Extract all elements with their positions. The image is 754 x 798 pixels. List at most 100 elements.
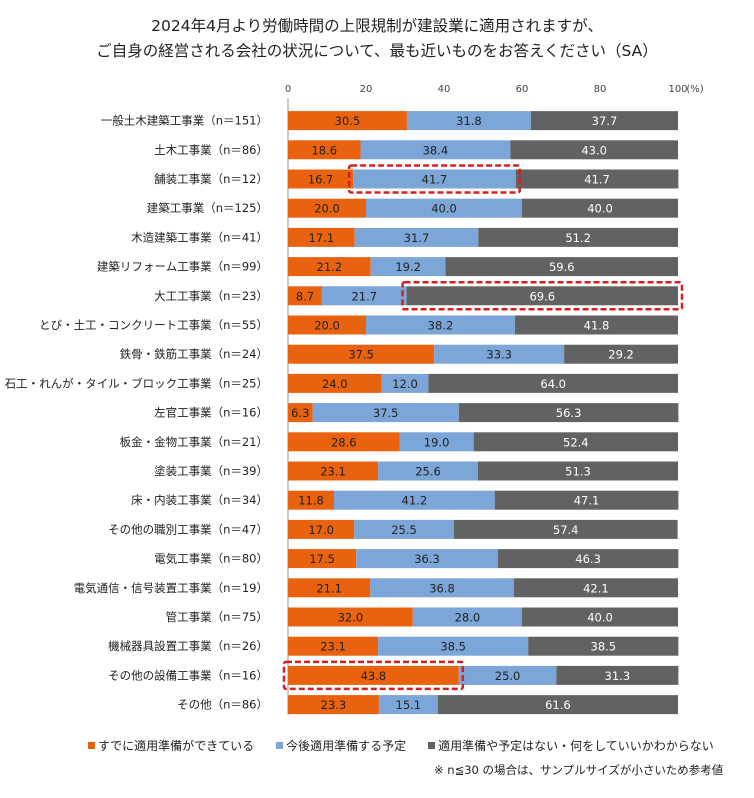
- data-label: 32.0: [338, 611, 364, 625]
- category-label: 鉄骨・鉄筋工事業（n＝24）: [120, 347, 268, 361]
- bar-segment: [288, 373, 382, 393]
- bar-segment: [354, 519, 454, 539]
- bar-segment: [478, 227, 678, 247]
- bar-segment: [288, 461, 379, 481]
- legend-swatch-ready: [88, 742, 95, 749]
- data-label: 19.2: [395, 260, 421, 274]
- data-label: 16.7: [308, 173, 334, 187]
- bar-segment: [334, 490, 495, 510]
- category-label: 舗装工事業（n＝12）: [154, 172, 268, 186]
- bar-segment: [378, 636, 529, 656]
- bar-segment: [288, 169, 354, 189]
- highlight-box: [282, 660, 465, 691]
- bar-segment: [288, 432, 400, 452]
- bar-segment: [513, 578, 678, 598]
- data-label: 46.3: [575, 552, 601, 566]
- bar-segment: [437, 695, 678, 715]
- bar-segment: [366, 198, 522, 218]
- category-label: とび・土工・コンクリート工事業（n＝55）: [39, 318, 268, 332]
- bar-segment: [428, 373, 678, 393]
- data-label: 28.0: [455, 611, 481, 625]
- bar-segment: [288, 695, 379, 715]
- category-label: 大工工事業（n＝23）: [154, 289, 268, 303]
- data-label: 42.1: [583, 581, 609, 595]
- legend-item-none: 適用準備や予定はない・何をしていいかわからない: [428, 737, 714, 754]
- data-label: 40.0: [587, 202, 613, 216]
- bar-segment: [399, 432, 474, 452]
- x-tick-label: 60: [516, 84, 529, 95]
- bar-segment: [473, 432, 678, 452]
- bar-segment: [321, 286, 407, 306]
- bar-segment: [434, 344, 565, 364]
- data-label: 41.2: [402, 494, 428, 508]
- category-label: 管工事業（n＝75）: [166, 610, 268, 624]
- data-label: 40.0: [587, 611, 613, 625]
- data-label: 21.2: [317, 260, 343, 274]
- data-label: 59.6: [549, 260, 575, 274]
- bar-segment: [288, 286, 322, 306]
- bar-segment: [530, 111, 678, 131]
- category-label: その他（n＝86）: [177, 698, 268, 712]
- data-label: 37.7: [592, 114, 618, 128]
- data-label: 38.2: [428, 319, 454, 333]
- data-label: 41.7: [584, 173, 610, 187]
- bar-segment: [288, 607, 413, 627]
- data-label: 31.8: [456, 114, 482, 128]
- bar-segment: [356, 549, 498, 569]
- category-label: 塗装工事業（n＝39）: [154, 464, 268, 478]
- bar-segment: [528, 636, 679, 656]
- bar-segment: [288, 344, 435, 364]
- category-label: 左官工事業（n＝16）: [154, 406, 268, 420]
- legend-item-planned: 今後適用準備する予定: [276, 737, 406, 754]
- bar-segment: [288, 403, 313, 423]
- chart-title-line-1: 2024年4月より労働時間の上限規制が建設業に適用されますが、: [151, 17, 603, 35]
- data-label: 23.1: [320, 465, 346, 479]
- legend: すでに適用準備ができている 今後適用準備する予定 適用準備や予定はない・何をして…: [88, 737, 714, 754]
- data-label: 37.5: [373, 406, 399, 420]
- category-label: 一般土木建築工事業（n＝151）: [101, 114, 268, 128]
- data-label: 6.3: [291, 406, 309, 420]
- bar-segment: [288, 257, 371, 277]
- chart-title: 2024年4月より労働時間の上限規制が建設業に適用されますが、 ご自身の経営され…: [0, 14, 754, 64]
- x-tick-label: 80: [594, 84, 607, 95]
- x-tick-label: 20: [360, 84, 373, 95]
- bar-segment: [522, 198, 678, 218]
- x-tick-label: 0: [285, 84, 291, 95]
- bar-segment: [312, 403, 459, 423]
- bar-segment: [556, 665, 679, 685]
- bar-segment: [288, 665, 459, 685]
- bar-segment: [288, 315, 366, 335]
- category-label: 石工・れんが・タイル・ブロック工事業（n＝25）: [5, 376, 268, 390]
- legend-label-planned: 今後適用準備する予定: [286, 739, 407, 753]
- bar-segment: [288, 636, 379, 656]
- highlight-box: [347, 164, 522, 194]
- data-label: 25.5: [391, 523, 417, 537]
- bar-segment: [353, 169, 516, 189]
- data-label: 17.5: [309, 552, 335, 566]
- x-tick-label: 40: [438, 84, 451, 95]
- data-label: 38.4: [423, 143, 449, 157]
- data-label: 25.6: [415, 465, 441, 479]
- data-label: 64.0: [540, 377, 566, 391]
- category-label: 電気工事業（n＝80）: [154, 552, 268, 566]
- data-label: 12.0: [392, 377, 418, 391]
- highlight-box: [401, 281, 684, 311]
- data-label: 25.0: [495, 669, 521, 683]
- category-label: その他の設備工事業（n＝16）: [108, 668, 268, 682]
- data-label: 11.8: [298, 494, 324, 508]
- bar-segment: [378, 461, 478, 481]
- category-label: 土木工事業（n＝86）: [154, 143, 268, 157]
- data-label: 31.7: [404, 231, 430, 245]
- data-label: 57.4: [553, 523, 579, 537]
- bar-segment: [288, 490, 335, 510]
- bar-segment: [497, 549, 679, 569]
- category-label: 板金・金物工事業（n＝21）: [120, 435, 268, 449]
- data-label: 20.0: [314, 202, 340, 216]
- data-label: 38.5: [440, 640, 466, 654]
- sample-size-note: ※ n≦30 の場合は、サンプルサイズが小さいため参考値: [434, 763, 724, 777]
- bar-segment: [288, 519, 355, 539]
- bar-segment: [453, 519, 678, 539]
- data-label: 29.2: [608, 348, 634, 362]
- data-label: 41.7: [422, 173, 448, 187]
